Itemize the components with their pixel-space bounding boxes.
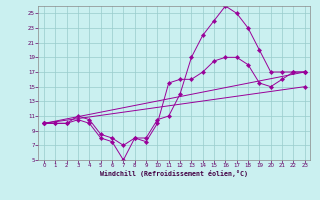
- X-axis label: Windchill (Refroidissement éolien,°C): Windchill (Refroidissement éolien,°C): [100, 170, 248, 177]
